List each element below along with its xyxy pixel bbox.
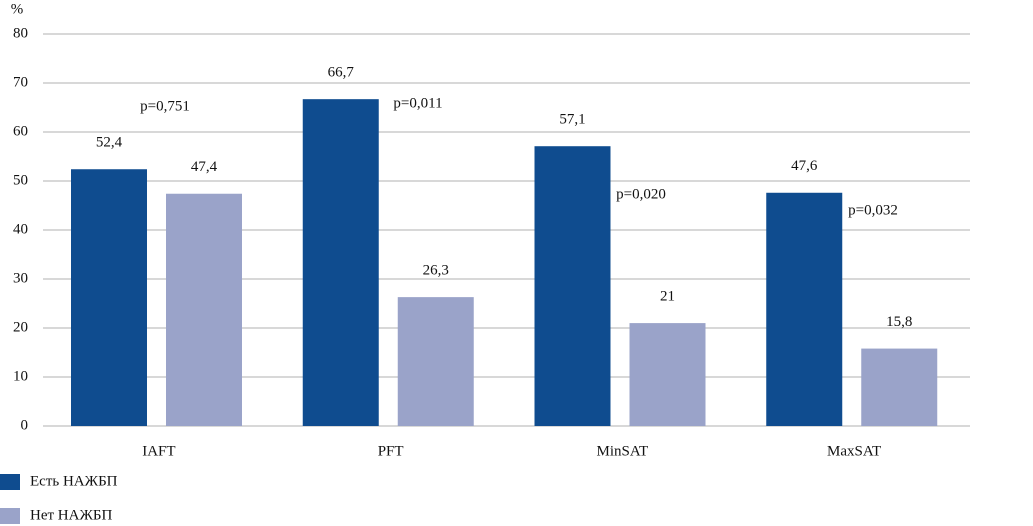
y-tick-label: 40	[13, 221, 28, 237]
bar	[302, 99, 379, 427]
bar	[534, 146, 611, 426]
value-label: 57,1	[559, 112, 585, 128]
value-label: 21	[660, 289, 675, 305]
legend-swatch	[0, 474, 20, 490]
value-label: 15,8	[886, 314, 912, 330]
y-tick-label: 80	[13, 25, 28, 41]
value-label: 47,4	[191, 159, 218, 175]
bar	[166, 193, 242, 426]
value-label: 66,7	[328, 65, 355, 81]
y-tick-label: 0	[21, 417, 29, 433]
y-tick-label: 30	[13, 270, 28, 286]
bar	[766, 192, 843, 426]
x-tick-label: PFT	[378, 443, 404, 459]
legend-swatch	[0, 508, 20, 524]
y-tick-label: 10	[13, 368, 28, 384]
annotation: p=0,020	[616, 186, 666, 202]
bar	[861, 348, 938, 426]
y-tick-label: 50	[13, 172, 28, 188]
y-axis-label: %	[11, 1, 24, 17]
y-tick-label: 20	[13, 319, 28, 335]
annotation: p=0,751	[140, 98, 190, 114]
value-label: 52,4	[96, 135, 123, 151]
x-tick-label: MaxSAT	[827, 443, 881, 459]
legend-label: Есть НАЖБП	[30, 473, 118, 489]
x-tick-label: IAFT	[142, 443, 175, 459]
y-tick-label: 60	[13, 123, 28, 139]
value-label: 47,6	[791, 158, 818, 174]
annotation: p=0,011	[393, 95, 442, 111]
legend-label: Нет НАЖБП	[30, 507, 113, 523]
value-label: 26,3	[423, 263, 449, 279]
y-tick-label: 70	[13, 74, 28, 90]
bar	[71, 169, 147, 427]
bar	[629, 323, 706, 426]
annotation: p=0,032	[848, 202, 898, 218]
x-tick-label: MinSAT	[597, 443, 649, 459]
bar	[397, 297, 474, 426]
